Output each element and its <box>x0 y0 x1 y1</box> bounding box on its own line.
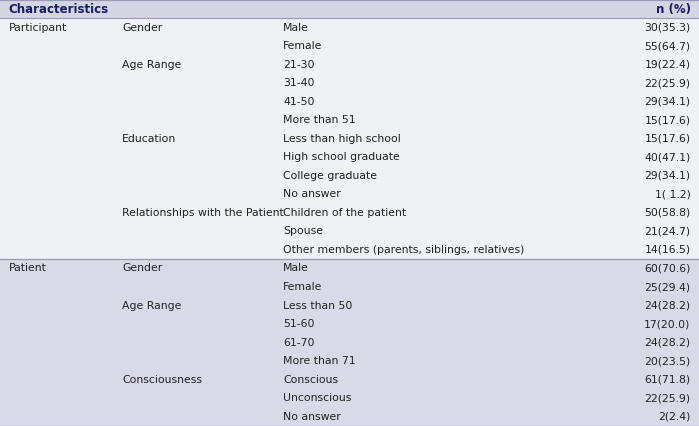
Text: 17(20.0): 17(20.0) <box>644 319 691 329</box>
Bar <box>0 0 699 18</box>
Text: High school graduate: High school graduate <box>283 152 400 162</box>
Bar <box>0 130 699 148</box>
Text: 15(17.6): 15(17.6) <box>644 134 691 144</box>
Bar <box>0 18 699 37</box>
Text: 20(23.5): 20(23.5) <box>644 356 691 366</box>
Bar <box>0 37 699 55</box>
Bar <box>0 315 699 333</box>
Bar <box>0 222 699 241</box>
Text: More than 71: More than 71 <box>283 356 356 366</box>
Text: Characteristics: Characteristics <box>8 3 108 16</box>
Bar <box>0 278 699 296</box>
Text: Conscious: Conscious <box>283 375 338 385</box>
Text: 31-40: 31-40 <box>283 78 315 88</box>
Bar <box>0 389 699 407</box>
Bar <box>0 111 699 130</box>
Text: 1( 1.2): 1( 1.2) <box>655 189 691 199</box>
Bar <box>0 74 699 92</box>
Text: More than 51: More than 51 <box>283 115 356 125</box>
Bar <box>0 148 699 167</box>
Bar <box>0 352 699 370</box>
Bar <box>0 370 699 389</box>
Text: Patient: Patient <box>8 263 46 273</box>
Bar <box>0 167 699 185</box>
Text: 19(22.4): 19(22.4) <box>644 60 691 69</box>
Text: 29(34.1): 29(34.1) <box>644 171 691 181</box>
Text: 30(35.3): 30(35.3) <box>644 23 691 32</box>
Text: No answer: No answer <box>283 412 341 422</box>
Text: Less than 50: Less than 50 <box>283 300 352 311</box>
Text: 22(25.9): 22(25.9) <box>644 393 691 403</box>
Bar <box>0 259 699 278</box>
Text: Relationships with the Patient: Relationships with the Patient <box>122 208 284 218</box>
Text: 2(2.4): 2(2.4) <box>658 412 691 422</box>
Text: 60(70.6): 60(70.6) <box>644 263 691 273</box>
Text: Participant: Participant <box>8 23 66 32</box>
Text: Less than high school: Less than high school <box>283 134 401 144</box>
Text: 22(25.9): 22(25.9) <box>644 78 691 88</box>
Text: College graduate: College graduate <box>283 171 377 181</box>
Text: 61(71.8): 61(71.8) <box>644 375 691 385</box>
Text: 24(28.2): 24(28.2) <box>644 337 691 348</box>
Bar <box>0 407 699 426</box>
Bar <box>0 92 699 111</box>
Text: Female: Female <box>283 41 322 51</box>
Text: Other members (parents, siblings, relatives): Other members (parents, siblings, relati… <box>283 245 524 255</box>
Text: Age Range: Age Range <box>122 300 182 311</box>
Text: 55(64.7): 55(64.7) <box>644 41 691 51</box>
Text: Unconscious: Unconscious <box>283 393 352 403</box>
Text: Education: Education <box>122 134 177 144</box>
Text: 15(17.6): 15(17.6) <box>644 115 691 125</box>
Text: 21(24.7): 21(24.7) <box>644 226 691 236</box>
Text: 61-70: 61-70 <box>283 337 315 348</box>
Text: 41-50: 41-50 <box>283 97 315 106</box>
Text: Age Range: Age Range <box>122 60 182 69</box>
Text: 24(28.2): 24(28.2) <box>644 300 691 311</box>
Text: Male: Male <box>283 23 309 32</box>
Text: Spouse: Spouse <box>283 226 323 236</box>
Text: n (%): n (%) <box>656 3 691 16</box>
Bar <box>0 204 699 222</box>
Text: 51-60: 51-60 <box>283 319 315 329</box>
Bar <box>0 296 699 315</box>
Text: Gender: Gender <box>122 23 163 32</box>
Bar <box>0 185 699 204</box>
Text: 25(29.4): 25(29.4) <box>644 282 691 292</box>
Text: Consciousness: Consciousness <box>122 375 202 385</box>
Text: Male: Male <box>283 263 309 273</box>
Bar <box>0 55 699 74</box>
Text: 50(58.8): 50(58.8) <box>644 208 691 218</box>
Text: 29(34.1): 29(34.1) <box>644 97 691 106</box>
Bar <box>0 333 699 352</box>
Text: Gender: Gender <box>122 263 163 273</box>
Text: Children of the patient: Children of the patient <box>283 208 406 218</box>
Bar <box>0 241 699 259</box>
Text: Female: Female <box>283 282 322 292</box>
Text: No answer: No answer <box>283 189 341 199</box>
Text: 40(47.1): 40(47.1) <box>644 152 691 162</box>
Text: 21-30: 21-30 <box>283 60 315 69</box>
Text: 14(16.5): 14(16.5) <box>644 245 691 255</box>
